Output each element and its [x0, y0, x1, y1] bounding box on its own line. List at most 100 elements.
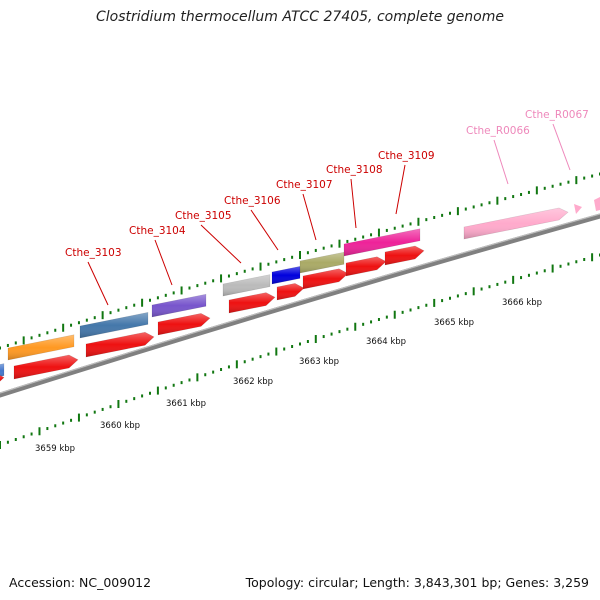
minor-tick	[527, 273, 530, 277]
minor-tick	[488, 285, 491, 289]
major-tick	[354, 322, 357, 331]
gene-label: Cthe_3107	[276, 179, 333, 191]
leader-line	[250, 209, 279, 251]
minor-tick	[377, 318, 380, 322]
minor-tick	[464, 207, 467, 211]
major-tick	[575, 176, 578, 185]
minor-tick	[583, 176, 586, 180]
minor-tick	[370, 320, 373, 324]
rna-arrow	[594, 197, 600, 211]
minor-tick	[322, 246, 325, 250]
genome-backbone	[0, 213, 600, 398]
minor-tick	[488, 201, 491, 205]
minor-tick	[101, 407, 104, 411]
minor-tick	[188, 286, 191, 290]
kbp-label: 3665 kbp	[434, 318, 474, 328]
accession-text: Accession: NC_009012	[9, 575, 152, 590]
feature-bar-shade	[223, 274, 270, 296]
major-tick	[235, 360, 238, 369]
cds-arrow-shade	[229, 292, 275, 313]
feature-bar-shade	[8, 334, 74, 360]
leader-line	[493, 139, 509, 185]
minor-tick	[14, 341, 17, 345]
major-tick	[38, 427, 41, 436]
minor-tick	[551, 184, 554, 188]
minor-tick	[370, 233, 373, 237]
minor-tick	[449, 211, 451, 215]
minor-tick	[449, 296, 451, 300]
minor-tick	[30, 432, 33, 436]
feature-bar-shade	[300, 252, 344, 273]
minor-tick	[164, 386, 167, 390]
minor-tick	[559, 182, 562, 186]
minor-tick	[306, 340, 309, 344]
minor-tick	[6, 343, 9, 347]
gene-label: Cthe_3104	[129, 225, 186, 237]
kbp-labels: 3659 kbp 3660 kbp 3661 kbp 3662 kbp 3663 kbp…	[35, 298, 542, 454]
minor-tick	[46, 331, 49, 335]
minor-tick	[93, 410, 96, 414]
leader-line	[302, 193, 317, 241]
minor-tick	[401, 224, 404, 228]
major-tick	[180, 286, 183, 295]
major-tick	[535, 186, 538, 195]
genome-title: Clostridium thermocellum ATCC 27405, com…	[96, 9, 504, 25]
cds-arrow-shade	[0, 375, 4, 382]
major-tick	[62, 323, 65, 332]
major-tick	[551, 264, 554, 273]
major-tick	[220, 274, 223, 283]
minor-tick	[149, 298, 151, 302]
cds-arrow-shade	[86, 332, 154, 357]
minor-tick	[362, 322, 365, 326]
minor-tick	[204, 281, 207, 285]
minor-tick	[433, 216, 436, 220]
minor-tick	[141, 394, 144, 398]
minor-tick	[480, 203, 483, 207]
feature-bar-shade	[80, 312, 148, 338]
minor-tick	[567, 262, 570, 266]
minor-tick	[456, 294, 459, 298]
minor-tick	[346, 239, 349, 243]
minor-tick	[314, 248, 317, 252]
minor-tick	[267, 262, 270, 266]
major-tick	[196, 373, 199, 382]
minor-tick	[385, 228, 388, 232]
minor-tick	[70, 418, 73, 422]
minor-tick	[535, 271, 538, 275]
minor-tick	[251, 357, 254, 361]
gene-label: Cthe_3106	[224, 195, 281, 207]
leader-line	[350, 178, 357, 229]
major-tick	[338, 239, 341, 248]
minor-tick	[227, 274, 230, 278]
gene-label: Cthe_3109	[378, 150, 435, 162]
minor-tick	[259, 355, 262, 359]
minor-tick	[188, 378, 191, 382]
minor-tick	[409, 222, 412, 226]
minor-tick	[306, 251, 309, 255]
minor-tick	[543, 269, 546, 273]
minor-tick	[156, 296, 159, 300]
topology-text: Topology: circular; Length: 3,843,301 bp…	[245, 575, 589, 590]
minor-tick	[291, 345, 294, 349]
leader-line	[552, 123, 571, 171]
minor-tick	[243, 269, 246, 273]
minor-tick	[125, 399, 128, 403]
minor-tick	[212, 279, 215, 283]
backbone-highlight	[0, 213, 600, 394]
upper-tick-track	[0, 172, 600, 350]
minor-tick	[85, 413, 88, 417]
minor-tick	[133, 303, 136, 307]
minor-tick	[346, 327, 349, 331]
major-tick	[22, 336, 25, 345]
minor-tick	[330, 244, 333, 248]
minor-tick	[6, 440, 9, 444]
minor-tick	[133, 397, 136, 401]
minor-tick	[401, 310, 404, 314]
minor-tick	[583, 258, 586, 262]
major-tick	[433, 298, 436, 307]
minor-tick	[425, 303, 428, 307]
label-leader-lines	[87, 123, 571, 306]
minor-tick	[512, 195, 515, 199]
gene-label: Cthe_R0067	[525, 109, 589, 121]
